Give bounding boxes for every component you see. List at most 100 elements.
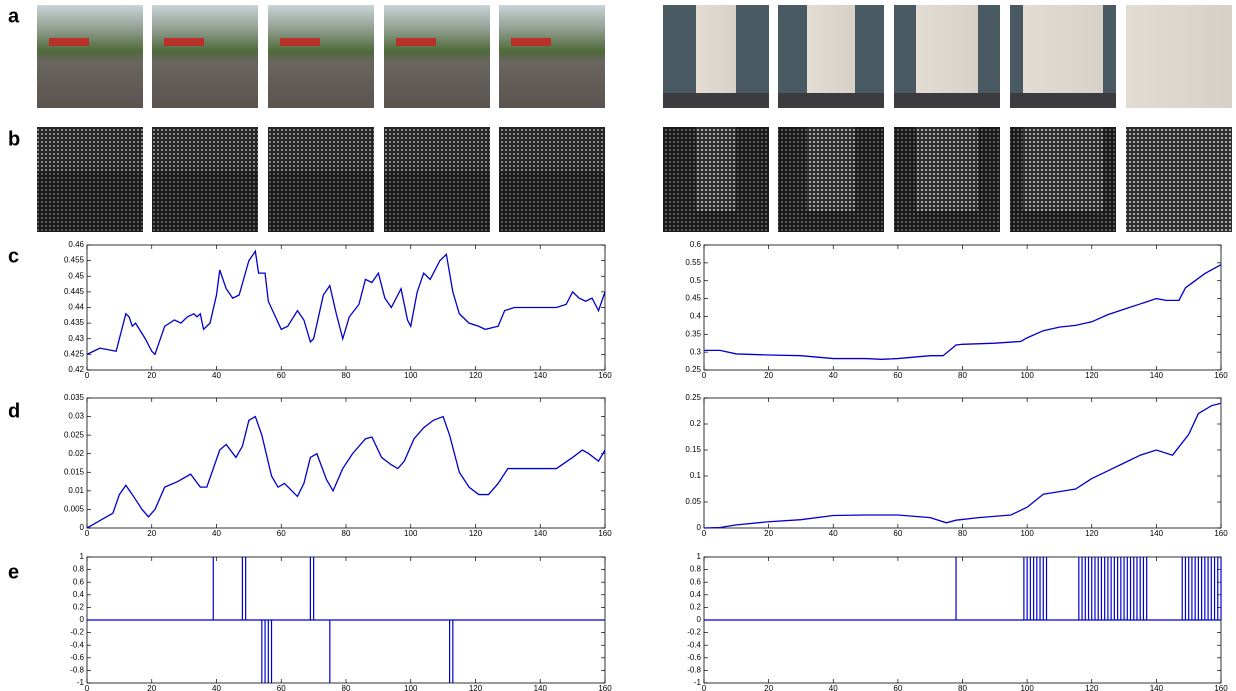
photo	[37, 5, 143, 108]
x-tick-label: 60	[277, 529, 286, 538]
x-tick-label: 160	[598, 529, 612, 538]
y-tick-label: 0.45	[685, 294, 701, 303]
x-tick-label: 60	[893, 529, 902, 538]
y-tick-label: 0.44	[68, 303, 84, 312]
x-tick-label: 120	[1085, 371, 1099, 380]
x-tick-label: 60	[893, 371, 902, 380]
y-tick-label: -0.2	[687, 628, 701, 637]
panel-label: d	[8, 400, 20, 422]
x-tick-label: 120	[469, 684, 483, 691]
x-tick-label: 80	[958, 529, 967, 538]
y-tick-label: 0.3	[690, 347, 702, 356]
y-tick-label: -1	[77, 678, 85, 687]
feature-map-detail	[152, 127, 258, 172]
y-tick-label: -0.2	[70, 628, 84, 637]
x-tick-label: 160	[598, 684, 612, 691]
x-tick-label: 0	[85, 684, 90, 691]
x-tick-label: 80	[958, 684, 967, 691]
photo-detail	[916, 5, 978, 93]
y-tick-label: 0.8	[690, 565, 702, 574]
photo-detail	[396, 38, 436, 46]
x-tick-label: 80	[342, 529, 351, 538]
y-tick-label: 1	[80, 552, 85, 561]
y-tick-label: 0.01	[68, 486, 84, 495]
figure: a b c d e 0204060801001201401600.420.425…	[0, 0, 1236, 691]
photo	[152, 5, 258, 108]
x-tick-label: 20	[764, 529, 773, 538]
feature-map-detail	[1023, 127, 1103, 211]
photo-detail	[807, 5, 855, 93]
feature-map-detail	[37, 127, 143, 172]
y-tick-label: 0.6	[73, 577, 85, 586]
feature-map-detail	[696, 127, 736, 211]
x-tick-label: 20	[147, 684, 156, 691]
y-tick-label: 0.03	[68, 412, 84, 421]
y-tick-label: 0.15	[685, 445, 701, 454]
y-tick-label: 0	[80, 523, 85, 532]
x-tick-label: 160	[1214, 371, 1228, 380]
y-tick-label: 0.4	[73, 590, 85, 599]
photo-detail	[1126, 5, 1232, 108]
x-tick-label: 40	[212, 684, 221, 691]
x-tick-label: 160	[598, 371, 612, 380]
y-tick-label: 0.02	[68, 449, 84, 458]
feature-map-detail	[916, 127, 978, 211]
photo-detail	[778, 93, 884, 108]
x-tick-label: 140	[1150, 684, 1164, 691]
x-tick-label: 40	[212, 371, 221, 380]
y-tick-label: 0.8	[73, 565, 85, 574]
x-tick-label: 100	[404, 371, 418, 380]
feature-map-detail	[268, 127, 374, 172]
x-tick-label: 100	[1020, 529, 1034, 538]
y-tick-label: -0.8	[70, 666, 84, 675]
x-tick-label: 60	[893, 684, 902, 691]
x-tick-label: 120	[1085, 529, 1099, 538]
y-tick-label: 0.45	[68, 271, 84, 280]
x-tick-label: 100	[1020, 371, 1034, 380]
y-tick-label: 0.25	[685, 365, 701, 374]
y-tick-label: 0.55	[685, 258, 701, 267]
x-tick-label: 20	[147, 371, 156, 380]
x-tick-label: 80	[342, 684, 351, 691]
photo-detail	[280, 38, 320, 46]
photo-detail	[1010, 93, 1116, 108]
plot-frame	[704, 398, 1221, 528]
x-tick-label: 120	[469, 371, 483, 380]
y-tick-label: 0.35	[685, 329, 701, 338]
y-tick-label: 0.46	[68, 240, 84, 249]
photo-grid	[37, 5, 1232, 232]
x-tick-label: 140	[1150, 371, 1164, 380]
panel-label: c	[8, 245, 19, 267]
y-tick-label: -0.4	[687, 640, 701, 649]
x-tick-label: 0	[702, 371, 707, 380]
y-tick-label: 0.2	[690, 603, 702, 612]
x-tick-label: 140	[534, 371, 548, 380]
y-tick-label: 0.015	[64, 467, 85, 476]
y-tick-label: 0.6	[690, 240, 702, 249]
y-tick-label: 0.425	[64, 349, 85, 358]
panel-labels: a b c d e	[8, 5, 20, 583]
y-tick-label: 0.1	[690, 471, 702, 480]
x-tick-label: 20	[764, 684, 773, 691]
data-line	[87, 417, 605, 528]
x-tick-label: 140	[534, 529, 548, 538]
photo-detail	[1023, 5, 1103, 93]
y-tick-label: -0.6	[687, 653, 701, 662]
photo-detail	[164, 38, 204, 46]
y-tick-label: 0.43	[68, 334, 84, 343]
x-tick-label: 100	[404, 529, 418, 538]
x-tick-label: 120	[469, 529, 483, 538]
x-tick-label: 140	[1150, 529, 1164, 538]
y-tick-label: 0.445	[64, 287, 85, 296]
x-tick-label: 0	[85, 529, 90, 538]
y-tick-label: 0.42	[68, 365, 84, 374]
y-tick-label: 0.5	[690, 276, 702, 285]
photo-detail	[696, 5, 736, 93]
y-tick-label: 0.2	[73, 603, 85, 612]
x-tick-label: 80	[958, 371, 967, 380]
x-tick-label: 40	[829, 529, 838, 538]
